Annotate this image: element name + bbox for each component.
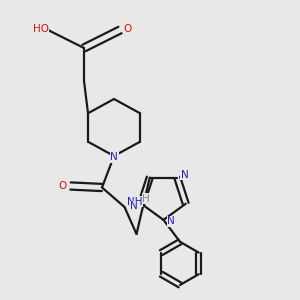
Text: H: H [142,194,150,204]
Text: N: N [167,216,175,226]
Text: O: O [58,181,66,191]
Text: N: N [181,169,189,180]
Text: N: N [110,152,118,163]
Text: NH: NH [127,196,143,207]
Text: HO: HO [32,23,49,34]
Text: O: O [123,23,132,34]
Text: N: N [130,201,138,211]
